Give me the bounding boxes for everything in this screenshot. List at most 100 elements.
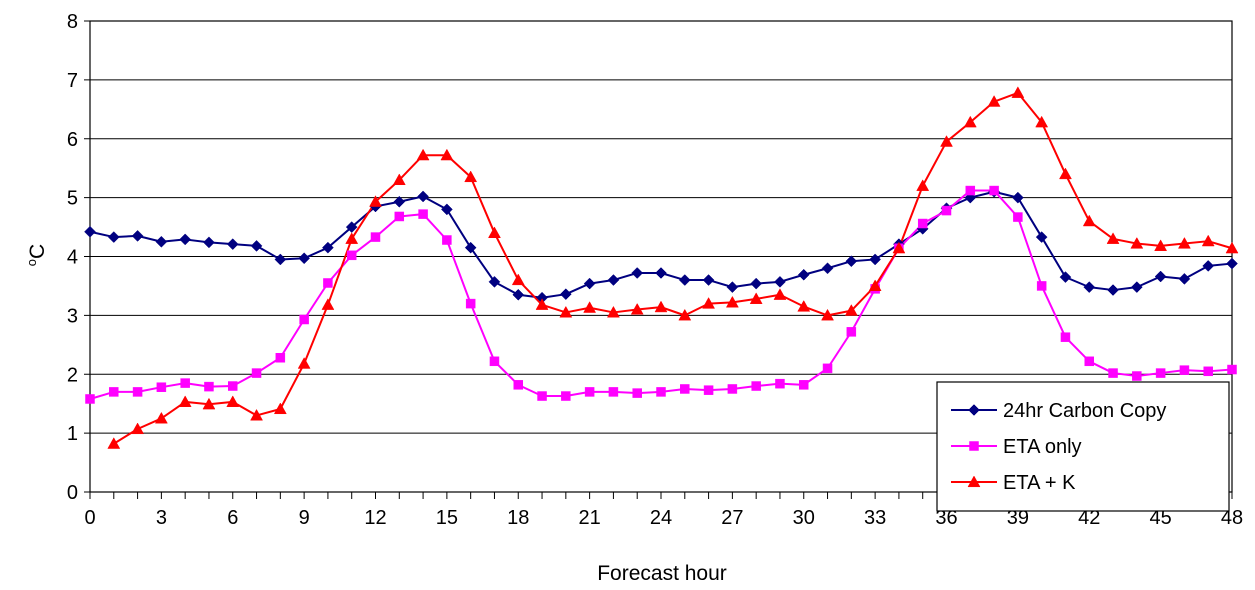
data-point-s2-x35 <box>916 179 930 191</box>
y-tick-label: 0 <box>67 482 78 504</box>
y-tick-label: 1 <box>67 423 78 445</box>
data-point-s1-x7 <box>251 368 262 378</box>
data-point-s1-x39 <box>1013 212 1023 222</box>
data-point-s1-x38 <box>989 185 999 196</box>
y-tick-label: 2 <box>67 364 78 386</box>
data-point-s1-x32 <box>846 327 857 337</box>
data-point-s2-x43 <box>1106 232 1120 244</box>
data-point-s1-x23 <box>632 388 642 398</box>
data-point-s2-x23 <box>630 302 644 315</box>
data-point-s2-x40 <box>1035 115 1049 128</box>
data-point-s0-x23 <box>631 267 644 279</box>
data-point-s0-x14 <box>417 190 429 203</box>
data-point-s1-x8 <box>275 353 286 363</box>
data-point-s1-x26 <box>703 385 714 395</box>
data-point-s2-x21 <box>583 301 597 313</box>
data-point-s2-x3 <box>154 411 168 424</box>
data-point-s1-x22 <box>608 387 619 397</box>
x-tick-label: 0 <box>84 507 95 529</box>
data-point-s2-x24 <box>654 300 668 313</box>
y-tick-label: 6 <box>67 129 78 151</box>
data-point-s1-x9 <box>299 314 309 325</box>
data-point-s0-x16 <box>464 241 477 254</box>
data-point-s2-x5 <box>202 397 216 410</box>
x-tick-label: 21 <box>579 507 601 529</box>
y-tick-label: 8 <box>67 11 78 33</box>
x-tick-label: 30 <box>793 507 815 529</box>
data-point-s2-x38 <box>987 95 1001 107</box>
data-point-s2-x2 <box>131 422 145 435</box>
data-point-s0-x47 <box>1202 260 1215 272</box>
data-point-s1-x14 <box>418 209 428 219</box>
data-point-s1-x31 <box>822 363 833 374</box>
data-point-s0-x4 <box>179 233 192 246</box>
data-point-s0-x33 <box>869 253 881 266</box>
data-point-s1-x36 <box>941 205 952 216</box>
data-point-s0-x24 <box>655 267 667 279</box>
data-point-s2-x18 <box>511 273 525 286</box>
data-point-s1-x30 <box>799 380 809 390</box>
data-point-s2-x20 <box>559 305 573 318</box>
data-point-s0-x40 <box>1035 231 1048 243</box>
x-tick-label: 18 <box>507 507 529 529</box>
data-point-s1-x29 <box>775 378 785 389</box>
data-point-s0-x48 <box>1226 257 1238 270</box>
data-point-s0-x7 <box>250 240 263 252</box>
data-point-s1-x16 <box>465 298 476 309</box>
data-point-s1-x17 <box>489 356 500 367</box>
data-point-s2-x48 <box>1225 241 1239 254</box>
legend-swatch-marker-0 <box>968 404 980 416</box>
data-point-s1-x41 <box>1060 332 1071 342</box>
data-point-s1-x1 <box>109 387 119 397</box>
data-point-s0-x13 <box>393 195 406 208</box>
x-tick-label: 6 <box>227 507 238 529</box>
data-point-s0-x46 <box>1178 273 1191 285</box>
x-tick-label: 42 <box>1078 507 1100 529</box>
data-point-s1-x46 <box>1179 365 1190 375</box>
data-point-s0-x30 <box>797 268 810 281</box>
data-point-s1-x47 <box>1203 366 1213 377</box>
data-point-s0-x9 <box>298 252 310 265</box>
data-point-s0-x25 <box>678 274 691 286</box>
data-point-s1-x45 <box>1155 368 1166 378</box>
data-point-s2-x13 <box>392 173 406 186</box>
data-point-s0-x6 <box>226 238 239 250</box>
x-tick-label: 12 <box>364 507 386 529</box>
data-point-s2-x25 <box>678 308 692 321</box>
data-point-s1-x28 <box>751 381 761 391</box>
x-tick-label: 15 <box>436 507 458 529</box>
data-point-s0-x26 <box>702 274 715 286</box>
data-point-s1-x4 <box>180 378 190 388</box>
data-point-s2-x37 <box>963 115 977 128</box>
x-tick-label: 9 <box>299 507 310 529</box>
data-point-s0-x8 <box>274 253 287 266</box>
data-point-s1-x27 <box>727 384 738 394</box>
data-point-s0-x41 <box>1059 271 1072 283</box>
x-tick-label: 3 <box>156 507 167 529</box>
data-point-s2-x30 <box>797 300 811 312</box>
data-point-s2-x15 <box>440 148 454 161</box>
data-point-s2-x22 <box>606 305 620 318</box>
x-tick-label: 24 <box>650 507 672 529</box>
legend-label-1: ETA only <box>1003 436 1082 458</box>
data-point-s1-x48 <box>1227 364 1237 375</box>
data-point-s1-x42 <box>1084 356 1094 367</box>
data-point-s1-x0 <box>85 394 95 404</box>
data-point-s1-x3 <box>156 382 167 392</box>
data-point-s2-x44 <box>1130 237 1144 249</box>
data-point-s2-x8 <box>273 402 287 415</box>
data-point-s2-x16 <box>464 170 478 183</box>
data-point-s0-x21 <box>583 277 596 290</box>
y-axis-title-superscript: o <box>24 259 39 266</box>
x-tick-label: 48 <box>1221 507 1243 529</box>
data-point-s0-x5 <box>203 236 215 249</box>
data-point-s2-x17 <box>488 226 501 238</box>
data-point-s1-x20 <box>561 391 571 401</box>
data-point-s0-x15 <box>441 203 453 216</box>
data-point-s0-x18 <box>512 288 525 301</box>
data-point-s1-x21 <box>584 387 595 397</box>
data-point-s2-x12 <box>369 195 382 207</box>
data-point-s0-x29 <box>774 275 786 288</box>
data-point-s0-x39 <box>1012 191 1024 204</box>
